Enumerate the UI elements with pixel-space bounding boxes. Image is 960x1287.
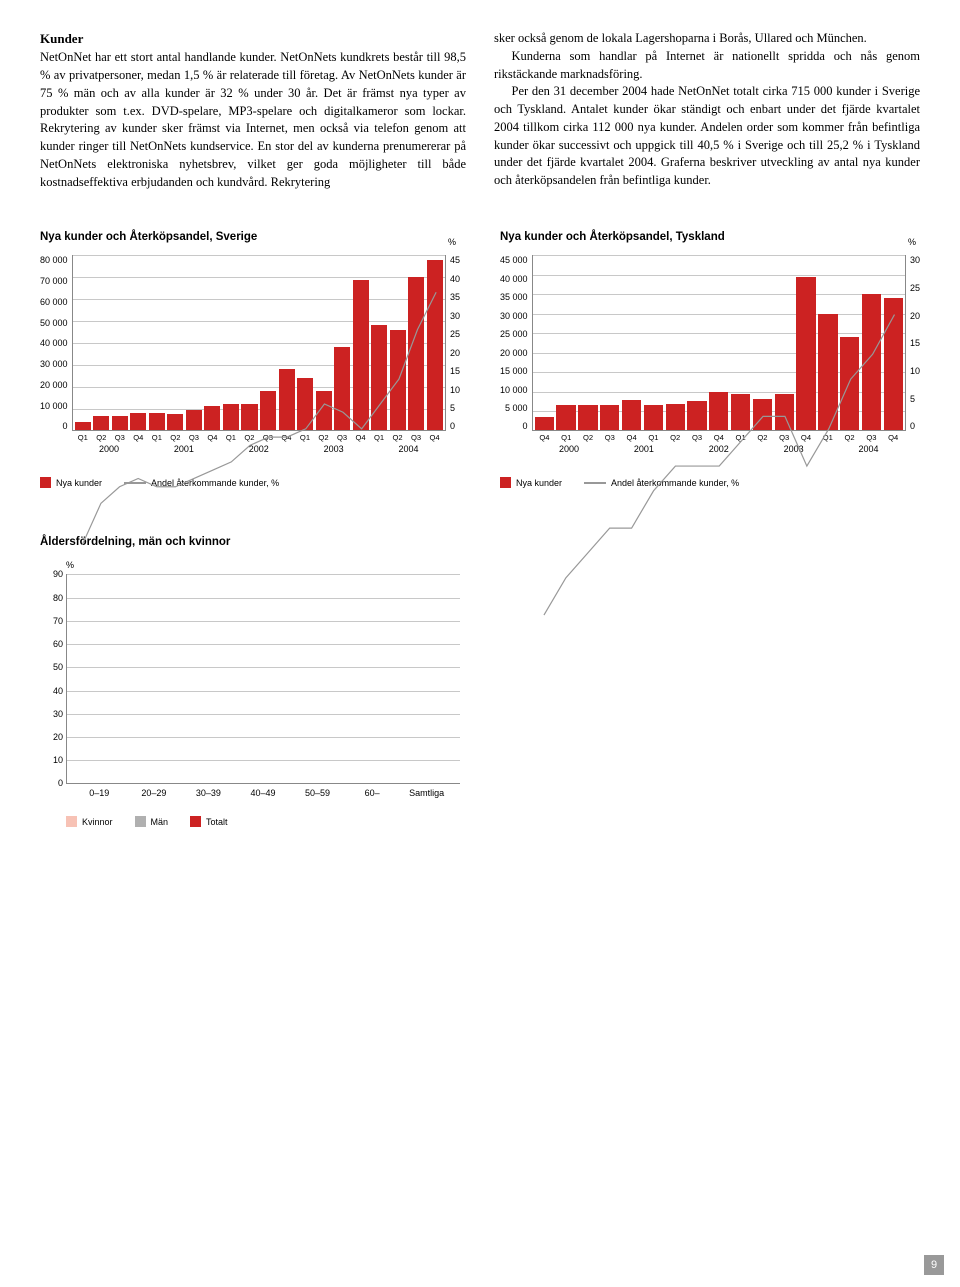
legend-label: Män [151,817,169,827]
x-year-labels: 20002001200220032004 [532,444,906,454]
swatch-bar [500,477,511,488]
paragraph-right: sker också genom de lokala Lagershoparna… [494,31,920,187]
y-axis-right: 454035302520151050 [446,255,460,431]
swatch-line [584,482,606,484]
page-number: 9 [924,1255,944,1275]
legend-item-bar: Nya kunder [40,477,102,488]
chart-age: Åldersfördelning, män och kvinnor % 9080… [40,536,460,827]
charts-row-top: Nya kunder och Återköpsandel, Sverige 80… [40,231,920,488]
legend: Kvinnor Män Totalt [66,816,460,827]
swatch-man [135,816,146,827]
plot-area [532,255,906,431]
bar-groups [67,574,460,783]
y-axis-left: 45 00040 00035 00030 00025 00020 00015 0… [500,255,532,431]
text-column-right: sker också genom de lokala Lagershoparna… [494,30,920,191]
legend-label: Andel återkommande kunder, % [151,478,279,488]
legend: Nya kunder Andel återkommande kunder, % [500,477,920,488]
x-quarter-labels: Q1Q2Q3Q4Q1Q2Q3Q4Q1Q2Q3Q4Q1Q2Q3Q4Q1Q2Q3Q4 [72,433,446,442]
legend-item-man: Män [135,816,169,827]
x-quarter-labels: Q4Q1Q2Q3Q4Q1Q2Q3Q4Q1Q2Q3Q4Q1Q2Q3Q4 [532,433,906,442]
text-column-left: Kunder NetOnNet har ett stort antal hand… [40,30,466,191]
bars [73,255,445,430]
pct-label: % [448,237,456,247]
legend-item-totalt: Totalt [190,816,228,827]
chart-title: Nya kunder och Återköpsandel, Tyskland [500,231,920,243]
body-text-columns: Kunder NetOnNet har ett stort antal hand… [40,30,920,191]
chart-sweden: Nya kunder och Återköpsandel, Sverige 80… [40,231,460,488]
legend-label: Totalt [206,817,228,827]
pct-label: % [66,560,460,570]
section-heading: Kunder [40,30,466,48]
chart-title: Åldersfördelning, män och kvinnor [40,536,460,548]
chart-germany: Nya kunder och Återköpsandel, Tyskland 4… [500,231,920,488]
plot-area [72,255,446,431]
legend-item-bar: Nya kunder [500,477,562,488]
swatch-totalt [190,816,201,827]
legend-item-line: Andel återkommande kunder, % [584,478,739,488]
bars [533,255,905,430]
legend-label: Kvinnor [82,817,113,827]
x-year-labels: 20002001200220032004 [72,444,446,454]
y-axis-left: 80 00070 00060 00050 00040 00030 00020 0… [40,255,72,431]
legend-label: Andel återkommande kunder, % [611,478,739,488]
legend: Nya kunder Andel återkommande kunder, % [40,477,460,488]
x-category-labels: 0–1920–2930–3940–4950–5960–Samtliga [66,788,460,798]
plot-area: 9080706050403020100 [66,574,460,784]
legend-item-line: Andel återkommande kunder, % [124,478,279,488]
y-axis-right: 302520151050 [906,255,920,431]
pct-label: % [908,237,916,247]
legend-item-kvinnor: Kvinnor [66,816,113,827]
swatch-kvinnor [66,816,77,827]
swatch-bar [40,477,51,488]
legend-label: Nya kunder [516,478,562,488]
paragraph-left: NetOnNet har ett stort antal handlande k… [40,50,466,188]
legend-label: Nya kunder [56,478,102,488]
swatch-line [124,482,146,484]
chart-title: Nya kunder och Återköpsandel, Sverige [40,231,460,243]
